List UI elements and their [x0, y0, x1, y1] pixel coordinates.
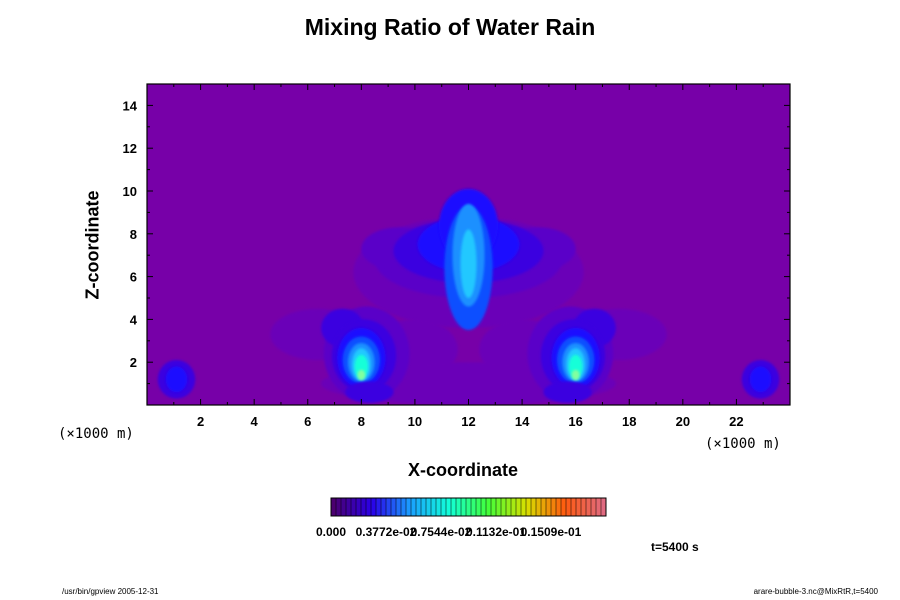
colorbar-cell [496, 498, 502, 516]
edge-cell-core [165, 366, 188, 393]
colorbar-cell [601, 498, 607, 516]
colorbar-cell [331, 498, 337, 516]
x-tick-label: 4 [251, 414, 259, 429]
footer-left: /usr/bin/gpview 2005-12-31 [62, 587, 159, 596]
y-tick-label: 2 [130, 355, 137, 370]
colorbar-cell [541, 498, 547, 516]
colorbar-cell [346, 498, 352, 516]
colorbar-cell [546, 498, 552, 516]
y-tick-label: 8 [130, 227, 137, 242]
plume-core [460, 229, 477, 298]
colorbar-cell [421, 498, 427, 516]
colorbar-cell [556, 498, 562, 516]
colorbar-cell [466, 498, 472, 516]
colorbar-frame [330, 497, 607, 517]
colorbar-label: 0.000 [316, 525, 346, 539]
colorbar-cell [461, 498, 467, 516]
colorbar-cell [596, 498, 602, 516]
x-tick-label: 10 [408, 414, 422, 429]
colorbar-cell [341, 498, 347, 516]
colorbar-cell [511, 498, 517, 516]
colorbar-cell [526, 498, 532, 516]
colorbar-cell [486, 498, 492, 516]
colorbar-cell [476, 498, 482, 516]
colorbar-cell [446, 498, 452, 516]
side-core-base [543, 381, 592, 403]
x-tick-label: 22 [729, 414, 743, 429]
colorbar-cell [391, 498, 397, 516]
colorbar-cell [516, 498, 522, 516]
colorbar-cell [406, 498, 412, 516]
colorbar-cell [591, 498, 597, 516]
colorbar-cell [451, 498, 457, 516]
colorbar-cell [371, 498, 377, 516]
colorbar-cell [491, 498, 497, 516]
colorbar-cell [566, 498, 572, 516]
colorbar-cell [571, 498, 577, 516]
colorbar-cell [456, 498, 462, 516]
x-tick-label: 16 [568, 414, 582, 429]
side-core-base [345, 381, 394, 403]
y-tick-label: 6 [130, 270, 137, 285]
colorbar-cell [471, 498, 477, 516]
side-core-peak [357, 369, 366, 381]
footer-right: arare-bubble-3.nc@MixRtR,t=5400 [753, 587, 878, 596]
colorbar-cell [531, 498, 537, 516]
colorbar-label: 0.1509e-01 [521, 525, 582, 539]
colorbar-label: 0.3772e-02 [356, 525, 417, 539]
y-axis-unit: (×1000 m) [58, 426, 134, 442]
y-tick-label: 4 [130, 312, 138, 327]
colorbar-cell [351, 498, 357, 516]
colorbar-cell [411, 498, 417, 516]
colorbar-cell [536, 498, 542, 516]
side-core-peak [571, 369, 580, 381]
colorbar-cell [521, 498, 527, 516]
colorbar-cell [431, 498, 437, 516]
colorbar-cell [401, 498, 407, 516]
colorbar-cell [426, 498, 432, 516]
y-tick-label: 14 [123, 98, 138, 113]
colorbar-cell [576, 498, 582, 516]
colorbar-cell [336, 498, 342, 516]
time-label: t=5400 s [651, 540, 699, 554]
x-axis-unit: (×1000 m) [705, 436, 781, 452]
y-tick-label: 10 [123, 184, 137, 199]
colorbar-cell [551, 498, 557, 516]
colorbar-label: 0.7544e-02 [411, 525, 472, 539]
colorbar-cell [396, 498, 402, 516]
x-tick-label: 8 [358, 414, 365, 429]
colorbar-cell [366, 498, 372, 516]
colorbar-cell [506, 498, 512, 516]
rain-field [157, 188, 780, 405]
x-tick-label: 12 [461, 414, 475, 429]
x-tick-label: 2 [197, 414, 204, 429]
colorbar-cell [356, 498, 362, 516]
x-axis-label: X-coordinate [408, 460, 519, 480]
colorbar-label: 0.1132e-01 [466, 525, 526, 539]
x-tick-label: 20 [676, 414, 690, 429]
colorbar-cell [361, 498, 367, 516]
y-tick-label: 12 [123, 141, 137, 156]
colorbar-cell [416, 498, 422, 516]
colorbar-cell [561, 498, 567, 516]
colorbar-cell [381, 498, 387, 516]
colorbar-cell [376, 498, 382, 516]
edge-cell-core [749, 366, 772, 393]
x-tick-label: 14 [515, 414, 530, 429]
chart-title: Mixing Ratio of Water Rain [304, 14, 596, 40]
x-tick-label: 6 [304, 414, 311, 429]
colorbar-cell [441, 498, 447, 516]
x-tick-label: 18 [622, 414, 636, 429]
y-axis-label: Z-coordinate [82, 190, 103, 300]
colorbar-cell [581, 498, 587, 516]
colorbar-cell [586, 498, 592, 516]
colorbar-cell [386, 498, 392, 516]
colorbar-cell [481, 498, 487, 516]
colorbar-cell [436, 498, 442, 516]
colorbar: 0.000 0.3772e-020.7544e-020.1132e-010.150… [316, 497, 607, 539]
colorbar-cell [501, 498, 507, 516]
